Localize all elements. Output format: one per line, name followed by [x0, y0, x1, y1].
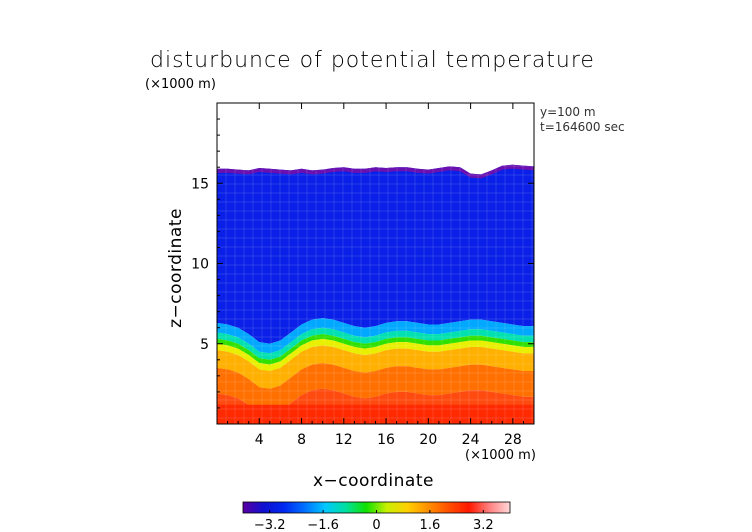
- teal-band: [217, 327, 534, 360]
- green-band: [217, 334, 534, 365]
- y-tick-label: 10: [191, 257, 209, 273]
- heatmap-field: [217, 164, 534, 424]
- chart-title: disturbunce of potential temperature: [150, 48, 595, 73]
- colorbar-tick-label: 0: [372, 518, 380, 532]
- contour-grid: [217, 103, 534, 424]
- annotation-t: t=164600 sec: [540, 120, 625, 134]
- x-tick-label: 16: [377, 432, 395, 448]
- colorbar-tick-label: 3.2: [473, 518, 494, 532]
- y-unit-label: (×1000 m): [145, 77, 216, 92]
- axes: 4 8 12 16 20 24 28 5 10 15: [191, 103, 534, 448]
- annotation-y: y=100 m: [540, 105, 596, 119]
- colorbar-tick-label: −3.2: [254, 518, 286, 532]
- bottom-red-band: [217, 404, 534, 424]
- dark-orange-band: [217, 363, 534, 415]
- x-tick-label: 8: [297, 432, 306, 448]
- colorbar: −3.2 −1.6 0 1.6 3.2: [242, 501, 511, 532]
- x-unit-label: (×1000 m): [465, 448, 536, 463]
- upper-blue-region: [217, 164, 534, 344]
- top-cap-band: [217, 164, 534, 179]
- yellow-band: [217, 338, 534, 372]
- y-tick-label: 5: [200, 337, 209, 353]
- x-axis-label: x−coordinate: [313, 471, 434, 491]
- y-axis-label: z−coordinate: [166, 208, 186, 328]
- x-tick-label: 4: [255, 432, 264, 448]
- orange-band: [217, 345, 534, 389]
- y-tick-label: 15: [191, 176, 209, 192]
- x-tick-label: 24: [462, 432, 480, 448]
- colorbar-tick-label: −1.6: [307, 518, 339, 532]
- x-tick-label: 20: [419, 432, 437, 448]
- x-tick-label: 28: [504, 432, 522, 448]
- x-tick-label: 12: [335, 432, 353, 448]
- colorbar-tick-label: 1.6: [420, 518, 441, 532]
